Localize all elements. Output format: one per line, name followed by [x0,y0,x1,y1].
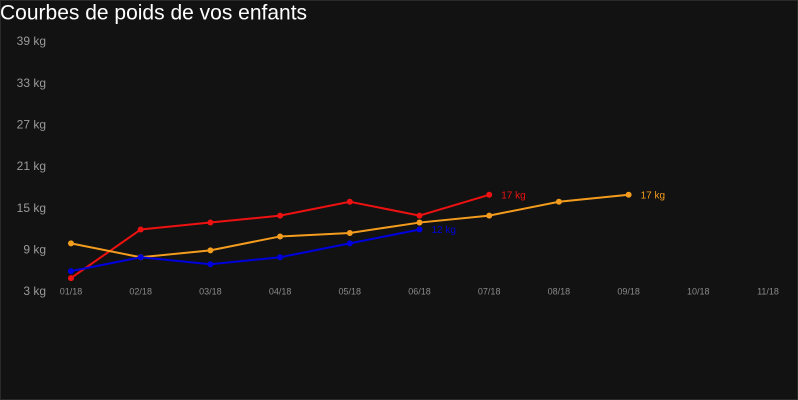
data-point [68,240,74,247]
x-tick-label: 09/18 [617,286,640,296]
value-label: 17 kg [501,190,525,201]
x-tick-label: 07/18 [478,286,501,296]
y-tick-label: 33 kg [17,76,46,90]
x-tick-label: 11/18 [757,286,779,296]
value-label: 17 kg [641,190,665,201]
data-point [416,226,423,233]
data-point [486,212,493,219]
x-tick-label: 06/18 [408,286,431,296]
data-point [346,229,353,236]
data-point [277,233,284,240]
y-tick-label: 9 kg [23,243,46,257]
y-tick-label: 27 kg [17,118,46,132]
x-tick-label: 05/18 [339,286,362,296]
data-point [416,219,423,226]
y-tick-label: 39 kg [17,34,46,48]
chart-title: Courbes de poids de vos enfants [0,2,307,25]
series-line [70,228,420,273]
data-point [137,226,144,233]
data-point [68,268,74,275]
y-tick-label: 15 kg [17,201,46,215]
data-point [416,212,423,219]
x-tick-label: 03/18 [199,286,222,296]
data-point [486,191,493,198]
y-tick-label: 3 kg [23,284,46,298]
data-point [555,198,562,205]
data-point [346,240,353,247]
data-point [207,261,214,268]
x-tick-label: 04/18 [269,286,292,296]
x-tick-label: 02/18 [129,286,152,296]
data-point [207,247,214,254]
data-point [346,198,353,205]
data-point [277,254,284,261]
value-label: 12 kg [432,225,456,236]
data-point [207,219,214,226]
data-point [68,275,74,282]
data-point [137,254,144,261]
data-point [625,191,632,198]
x-tick-label: 08/18 [548,286,571,296]
data-point [277,212,284,219]
x-tick-label: 01/18 [60,286,83,296]
y-tick-label: 21 kg [17,159,46,173]
x-tick-label: 10/18 [687,286,710,296]
